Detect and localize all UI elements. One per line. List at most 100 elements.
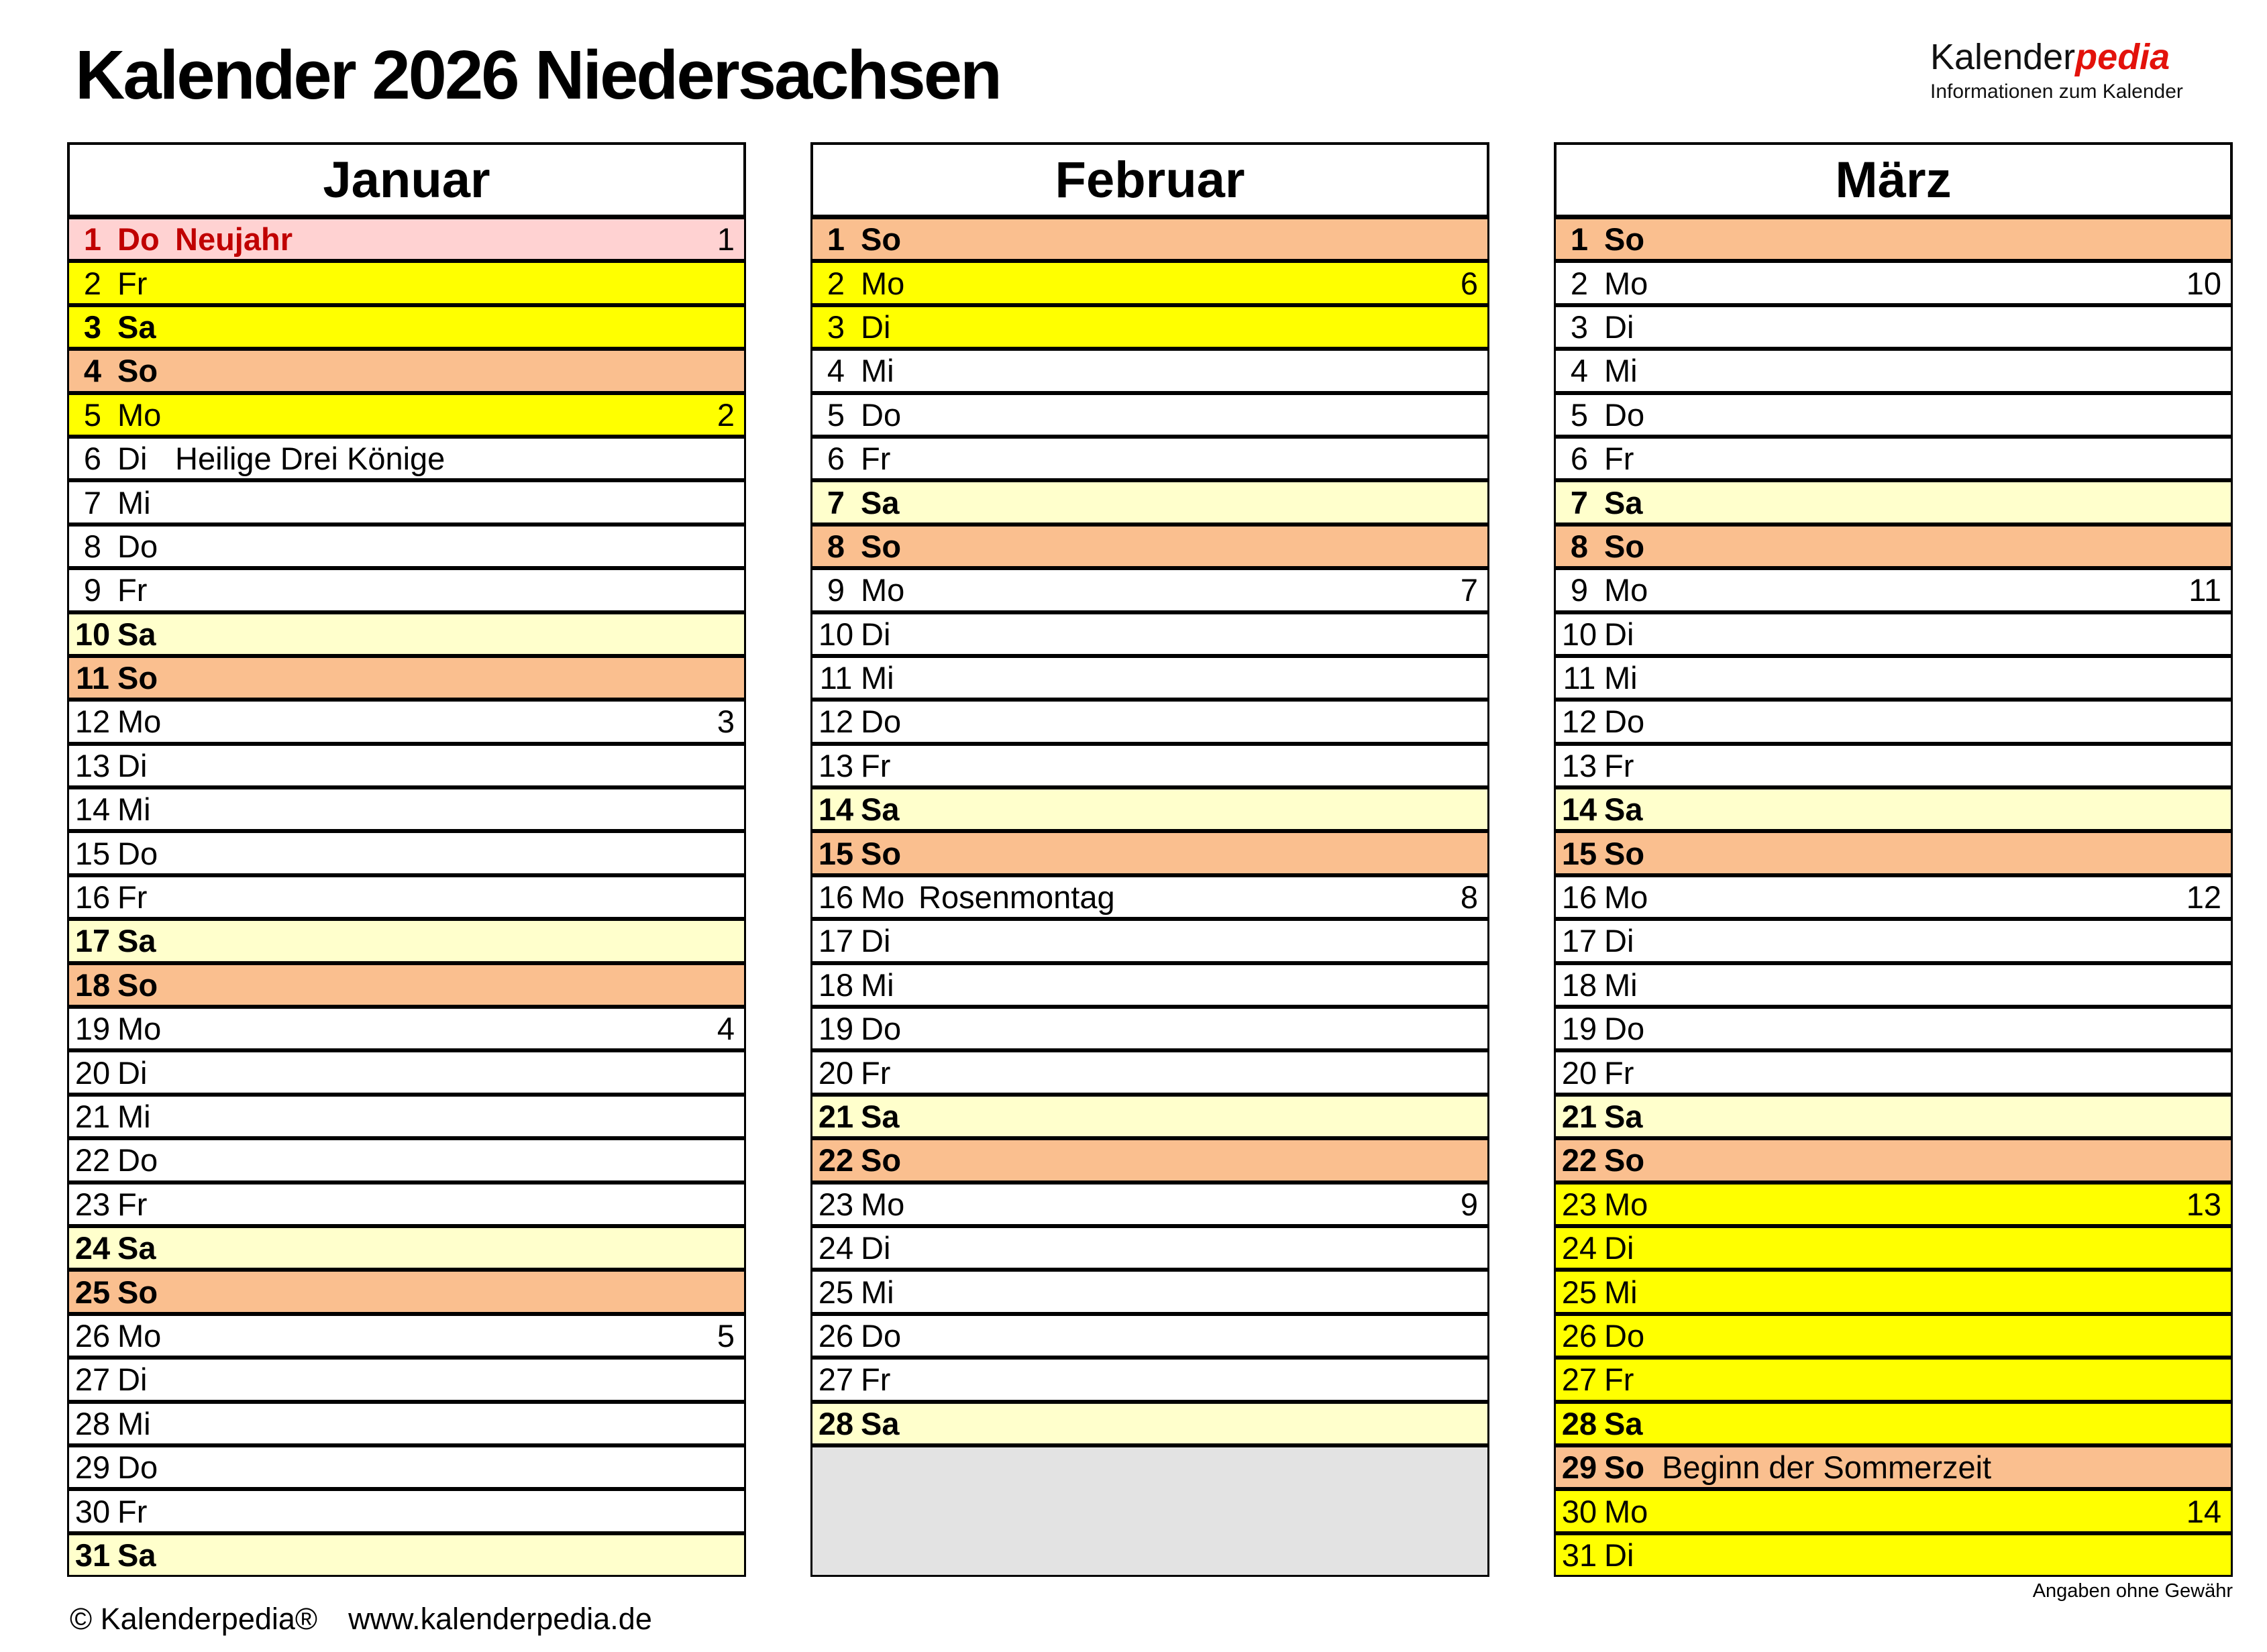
day-row: 5 Do bbox=[1554, 392, 2233, 437]
weekday-label: Do bbox=[861, 1011, 902, 1047]
day-row: 19 Do bbox=[810, 1007, 1489, 1051]
day-row: 1 Do Neujahr 1 bbox=[67, 217, 746, 262]
day-row: 26 Do bbox=[810, 1313, 1489, 1358]
weekday-label: Do bbox=[117, 835, 158, 871]
weekday-label: Mo bbox=[1604, 1186, 1648, 1222]
day-number: 26 bbox=[1561, 1317, 1597, 1354]
page-title: Kalender 2026 Niedersachsen bbox=[75, 36, 1002, 113]
day-number: 2 bbox=[1570, 265, 1589, 301]
day-number: 30 bbox=[1561, 1493, 1597, 1529]
day-number: 15 bbox=[74, 835, 111, 871]
day-number: 19 bbox=[1561, 1011, 1597, 1047]
weekday-label: Sa bbox=[861, 791, 900, 828]
day-row: 28 Sa bbox=[810, 1401, 1489, 1445]
kalenderpedia-logo: Kalenderpedia Informationen zum Kalender bbox=[1930, 39, 2183, 103]
weekday-label: Sa bbox=[861, 1099, 900, 1134]
weekday-label: Do bbox=[1604, 704, 1645, 740]
day-number: 3 bbox=[83, 309, 102, 345]
week-number: 4 bbox=[717, 1011, 735, 1047]
weekday-label: So bbox=[861, 1142, 902, 1178]
weekday-label: Sa bbox=[1604, 1099, 1643, 1134]
day-row: 8 Do bbox=[67, 524, 746, 569]
day-row: 27 Di bbox=[67, 1358, 746, 1402]
day-number: 11 bbox=[819, 660, 853, 696]
weekday-label: Do bbox=[117, 1449, 158, 1486]
day-number: 16 bbox=[74, 879, 111, 916]
month-title: Januar bbox=[67, 142, 746, 217]
week-number: 3 bbox=[717, 704, 735, 740]
month-column-februar: Februar 1 So 2 Mo 6 3 Di 4 Mi 5 Do 6 Fr 7 Sa 8 So 9 Mo 7 10 Di… bbox=[810, 142, 1489, 1578]
day-number: 7 bbox=[827, 484, 845, 520]
day-row: 15 So bbox=[810, 831, 1489, 875]
day-number: 4 bbox=[827, 353, 845, 389]
day-row: 3 Sa bbox=[67, 305, 746, 349]
day-number: 10 bbox=[818, 616, 854, 652]
day-number: 9 bbox=[1570, 572, 1589, 608]
empty-filler bbox=[810, 1445, 1489, 1578]
weekday-label: So bbox=[117, 967, 158, 1003]
holiday-label: Beginn der Sommerzeit bbox=[1662, 1449, 1992, 1486]
day-number: 21 bbox=[818, 1099, 854, 1134]
week-number: 14 bbox=[2186, 1493, 2221, 1529]
day-number: 31 bbox=[1561, 1537, 1597, 1573]
weekday-label: Mi bbox=[117, 1405, 151, 1441]
weekday-label: Di bbox=[861, 1230, 891, 1266]
day-number: 28 bbox=[818, 1405, 854, 1441]
weekday-label: Do bbox=[861, 1317, 902, 1354]
day-row: 9 Fr bbox=[67, 568, 746, 612]
day-row: 13 Fr bbox=[1554, 743, 2233, 788]
weekday-label: Di bbox=[1604, 923, 1634, 959]
calendar-grid: Januar 1 Do Neujahr 1 2 Fr 3 Sa 4 So 5 Mo 2 6 Di Heilige… bbox=[67, 142, 2233, 1578]
day-number: 29 bbox=[1561, 1449, 1597, 1486]
day-row: 31 Di bbox=[1554, 1533, 2233, 1578]
day-number: 21 bbox=[1561, 1099, 1597, 1134]
week-number: 1 bbox=[717, 221, 735, 258]
weekday-label: Mo bbox=[1604, 879, 1648, 916]
day-number: 24 bbox=[818, 1230, 854, 1266]
month-title: Februar bbox=[810, 142, 1489, 217]
weekday-label: Mi bbox=[117, 1099, 151, 1134]
holiday-label: Heilige Drei Könige bbox=[175, 441, 445, 477]
day-row: 22 So bbox=[1554, 1138, 2233, 1182]
day-row: 10 Di bbox=[810, 612, 1489, 656]
day-row: 18 So bbox=[67, 962, 746, 1007]
day-number: 9 bbox=[827, 572, 845, 608]
weekday-label: Sa bbox=[1604, 791, 1643, 828]
day-number: 18 bbox=[74, 967, 111, 1003]
day-number: 22 bbox=[1561, 1142, 1597, 1178]
day-row: 30 Mo 14 bbox=[1554, 1489, 2233, 1533]
day-row: 3 Di bbox=[810, 305, 1489, 349]
weekday-label: Mo bbox=[1604, 1493, 1648, 1529]
day-row: 4 Mi bbox=[1554, 349, 2233, 393]
day-number: 15 bbox=[818, 835, 854, 871]
day-row: 1 So bbox=[810, 217, 1489, 262]
weekday-label: So bbox=[1604, 1449, 1645, 1486]
weekday-label: So bbox=[861, 221, 902, 258]
day-row: 27 Fr bbox=[810, 1358, 1489, 1402]
month-column-märz: März 1 So 2 Mo 10 3 Di 4 Mi 5 Do 6 Fr 7 Sa 8 So 9 Mo 11 10 Di 1… bbox=[1554, 142, 2233, 1578]
website-text: www.kalenderpedia.de bbox=[348, 1602, 652, 1636]
day-row: 19 Mo 4 bbox=[67, 1007, 746, 1051]
day-row: 22 So bbox=[810, 1138, 1489, 1182]
day-row: 23 Mo 9 bbox=[810, 1182, 1489, 1226]
day-row: 10 Sa bbox=[67, 612, 746, 656]
day-number: 27 bbox=[818, 1362, 854, 1398]
week-number: 11 bbox=[2189, 572, 2221, 608]
day-number: 16 bbox=[1561, 879, 1597, 916]
weekday-label: Mo bbox=[117, 1011, 162, 1047]
day-row: 27 Fr bbox=[1554, 1358, 2233, 1402]
day-row: 8 So bbox=[810, 524, 1489, 569]
day-number: 1 bbox=[83, 221, 102, 258]
week-number: 7 bbox=[1460, 572, 1478, 608]
month-title: März bbox=[1554, 142, 2233, 217]
day-row: 17 Di bbox=[1554, 919, 2233, 963]
day-number: 8 bbox=[1570, 528, 1589, 564]
day-row: 9 Mo 11 bbox=[1554, 568, 2233, 612]
weekday-label: Do bbox=[1604, 1317, 1645, 1354]
weekday-label: Do bbox=[1604, 1011, 1645, 1047]
day-row: 14 Sa bbox=[1554, 787, 2233, 832]
day-row: 21 Mi bbox=[67, 1094, 746, 1139]
weekday-label: Mo bbox=[1604, 572, 1648, 608]
day-number: 11 bbox=[76, 660, 109, 696]
weekday-label: Di bbox=[117, 1054, 148, 1091]
